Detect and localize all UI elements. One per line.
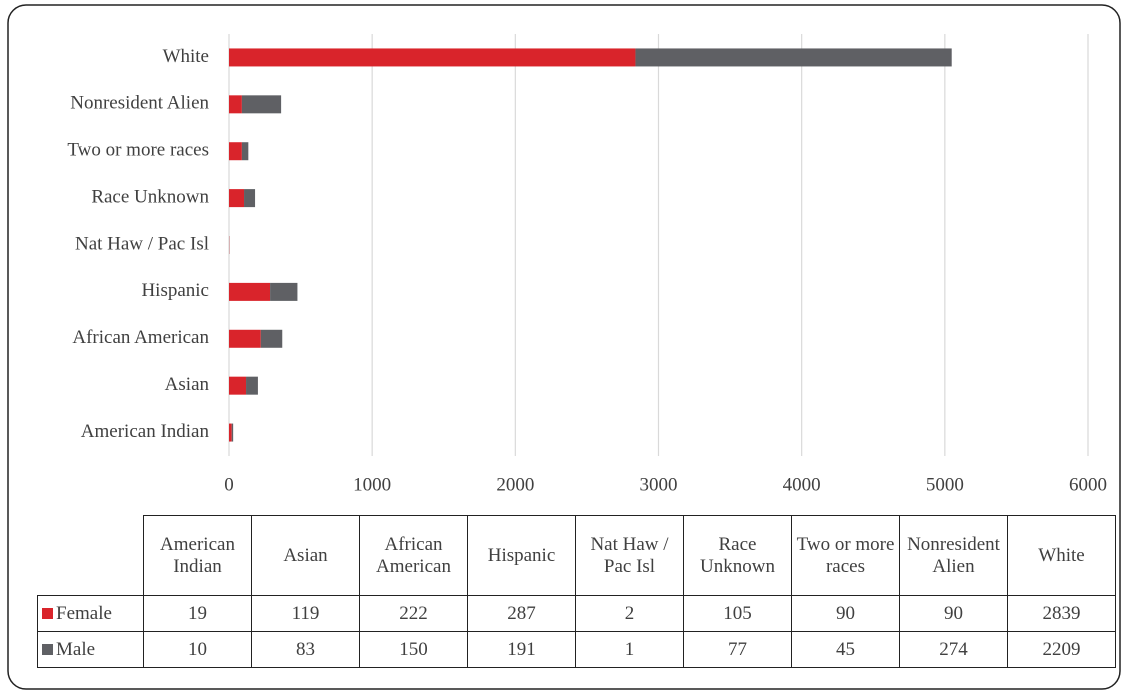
y-tick-label: White bbox=[163, 46, 209, 67]
y-tick-label: African American bbox=[72, 327, 209, 348]
table-value: 2 bbox=[575, 595, 684, 632]
table-value: 222 bbox=[359, 595, 468, 632]
table-value: 77 bbox=[683, 631, 792, 668]
table-value: 274 bbox=[899, 631, 1008, 668]
legend-label: Female bbox=[56, 602, 112, 624]
bar-segment bbox=[229, 95, 242, 114]
header-cell: Race Unknown bbox=[683, 515, 792, 596]
bar-segment bbox=[241, 142, 249, 161]
data-row: Male 10 83 150 191 1 77 45 274 2209 bbox=[37, 631, 1116, 668]
bar-segment bbox=[246, 376, 258, 395]
table-value: 2209 bbox=[1007, 631, 1116, 668]
data-row: Female 19 119 222 287 2 105 90 90 2839 bbox=[37, 595, 1116, 632]
legend-cell: Female bbox=[37, 595, 144, 632]
table-value: 10 bbox=[143, 631, 252, 668]
y-tick-label: Nat Haw / Pac Isl bbox=[75, 233, 209, 254]
x-tick-label: 6000 bbox=[1069, 474, 1107, 495]
table-value: 287 bbox=[467, 595, 576, 632]
y-tick-label: Two or more races bbox=[67, 140, 209, 161]
bar-segment bbox=[229, 189, 245, 208]
header-cell: White bbox=[1007, 515, 1116, 596]
header-cell: American Indian bbox=[143, 515, 252, 596]
header-cell: Asian bbox=[251, 515, 360, 596]
y-tick-label: American Indian bbox=[81, 421, 210, 442]
header-row: American Indian Asian African American Hisp… bbox=[38, 515, 1116, 596]
bar-segment bbox=[229, 282, 271, 301]
table-value: 191 bbox=[467, 631, 576, 668]
y-tick-label: Nonresident Alien bbox=[70, 93, 209, 114]
y-tick-label: Asian bbox=[165, 374, 210, 395]
table-value: 19 bbox=[143, 595, 252, 632]
bar-segment bbox=[229, 142, 242, 161]
header-cell: Two or more races bbox=[791, 515, 900, 596]
table-value: 119 bbox=[251, 595, 360, 632]
bar-segment bbox=[241, 95, 282, 114]
bar-segment bbox=[229, 329, 261, 348]
x-tick-label: 3000 bbox=[640, 474, 678, 495]
bar-segment bbox=[260, 329, 283, 348]
legend-swatch bbox=[42, 643, 53, 655]
blank-cell bbox=[38, 516, 144, 596]
x-tick-label: 1000 bbox=[353, 474, 391, 495]
y-tick-label: Hispanic bbox=[141, 280, 209, 301]
bar-segment bbox=[231, 423, 234, 442]
table-value: 150 bbox=[359, 631, 468, 668]
table-value: 2839 bbox=[1007, 595, 1116, 632]
legend-swatch bbox=[42, 607, 53, 619]
table-value: 105 bbox=[683, 595, 792, 632]
legend-label: Male bbox=[56, 638, 96, 660]
x-tick-label: 2000 bbox=[496, 474, 534, 495]
y-tick-label: Race Unknown bbox=[91, 186, 209, 207]
table-value: 1 bbox=[575, 631, 684, 668]
bar-segment bbox=[229, 423, 232, 442]
table-value: 90 bbox=[791, 595, 900, 632]
header-cell: Nat Haw / Pac Isl bbox=[575, 515, 684, 596]
header-cell: Hispanic bbox=[467, 515, 576, 596]
table-value: 90 bbox=[899, 595, 1008, 632]
legend-cell: Male bbox=[37, 631, 144, 668]
chart-frame bbox=[7, 4, 1121, 690]
bar-segment bbox=[635, 48, 952, 67]
bar-segment bbox=[229, 48, 636, 67]
bar-segment bbox=[244, 189, 256, 208]
bar-segment bbox=[229, 376, 247, 395]
x-tick-label: 5000 bbox=[926, 474, 964, 495]
x-tick-label: 4000 bbox=[783, 474, 821, 495]
header-cell: Nonresident Alien bbox=[899, 515, 1008, 596]
header-cell: African American bbox=[359, 515, 468, 596]
table-value: 45 bbox=[791, 631, 900, 668]
x-tick-label: 0 bbox=[224, 474, 234, 495]
table-value: 83 bbox=[251, 631, 360, 668]
data-table: American Indian Asian African American Hisp… bbox=[37, 515, 1116, 668]
bar-segment bbox=[270, 282, 298, 301]
